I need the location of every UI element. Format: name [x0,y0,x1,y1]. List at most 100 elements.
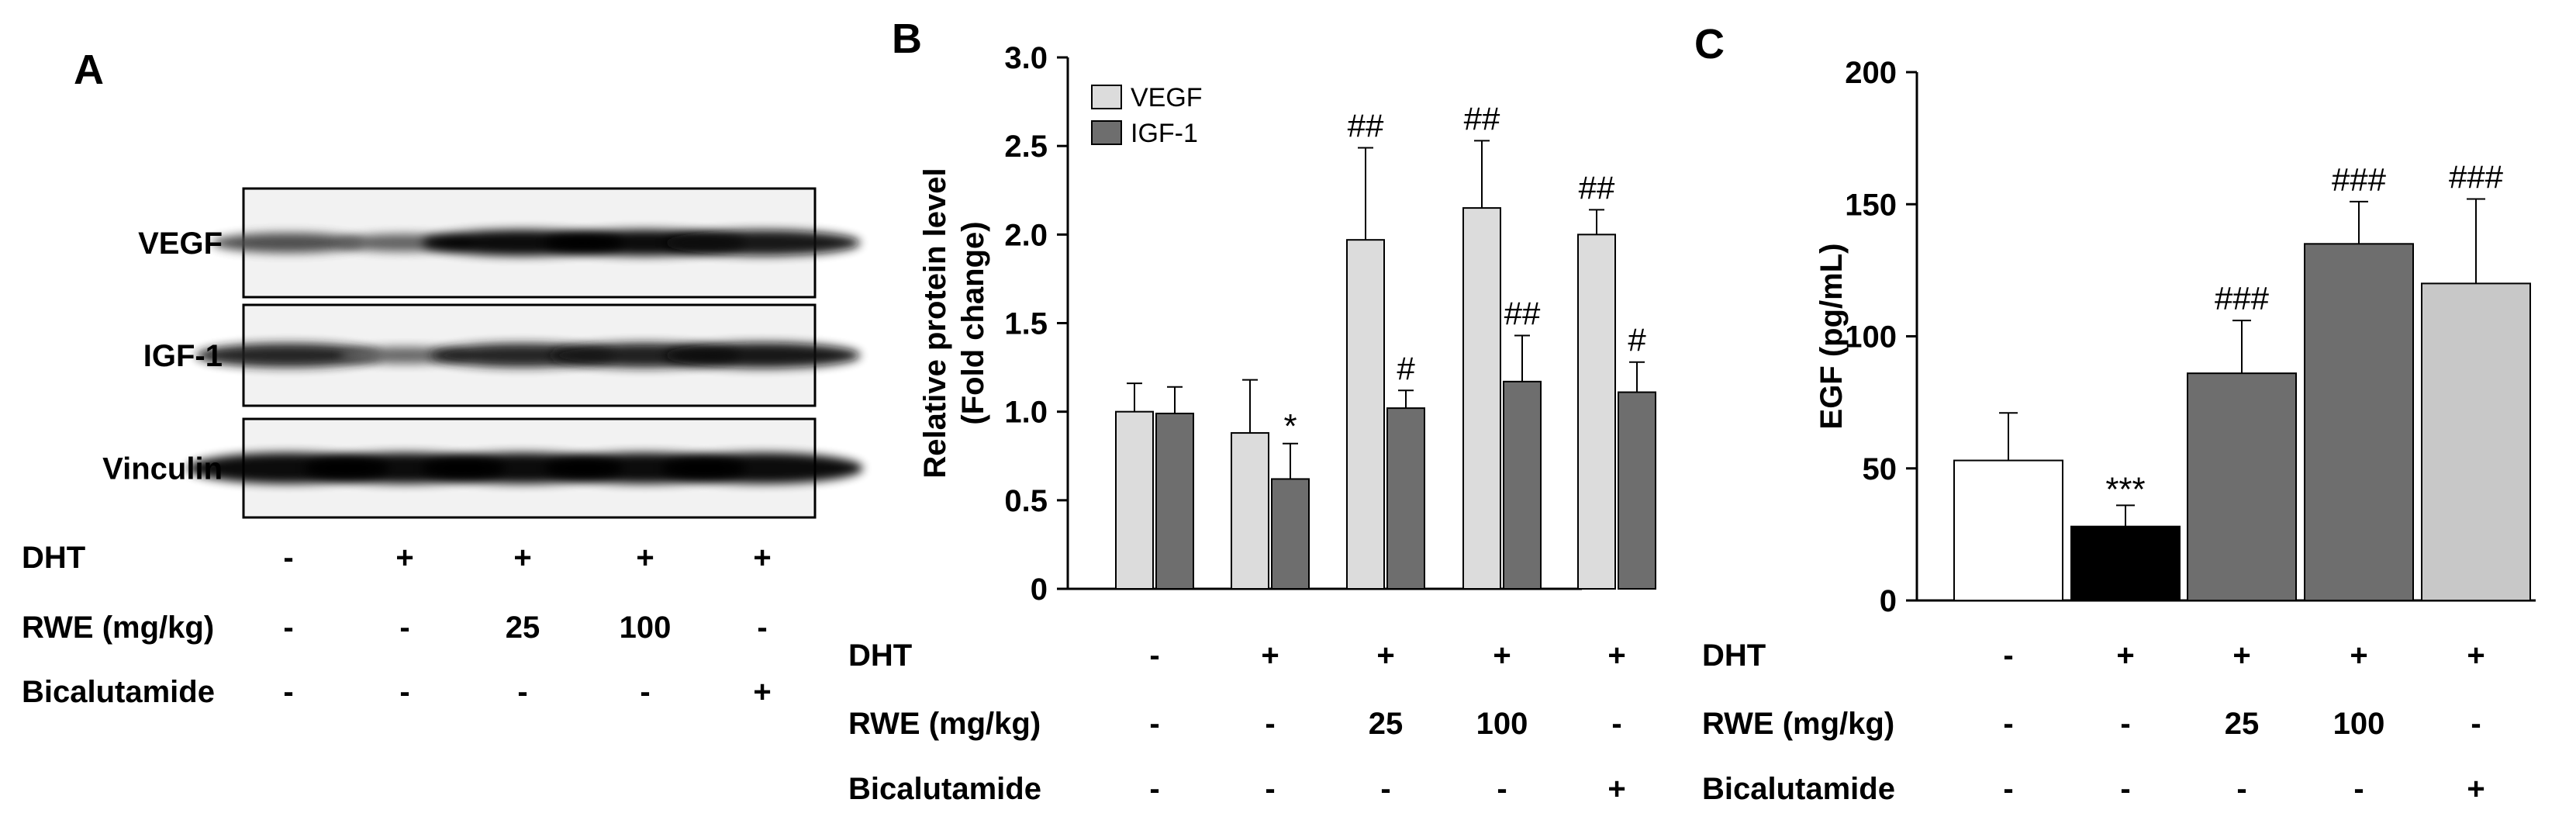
panel-c-ytick-label: 200 [1845,56,1897,90]
panel-b-cond-bicalutamide-value: + [1607,772,1625,806]
panel-a-cond-rwe-mg-kg-label: RWE (mg/kg) [22,611,214,645]
panel-a-cond-dht-value: + [395,541,413,575]
panel-b-cond-dht-label: DHT [848,638,912,673]
panel-b-bar-vegf [1462,207,1501,590]
panel-c-cond-rwe-mg-kg-value: - [2003,707,2013,741]
panel-b-bar-igf-1 [1271,478,1310,590]
panel-b-ytick-label: 1.0 [1004,396,1048,430]
panel-b-bar-vegf [1346,239,1385,590]
panel-c-bar [2187,372,2297,601]
panel-c-cond-bicalutamide-value: - [2236,772,2246,806]
blot-band [664,230,861,256]
panel-b-bar-vegf [1231,432,1269,590]
panel-b-chart: B 0 0.5 1.0 1.5 2.0 2.5 3.0 Relative protein le… [848,16,1656,806]
panel-c-ytick-label: 150 [1845,188,1897,222]
panel-b-legend-swatch-vegf [1091,85,1122,109]
panel-c-cond-dht-value: + [2232,638,2250,673]
blot-row-vegf [212,187,861,299]
panel-b-legend-label: IGF-1 [1131,119,1198,148]
panel-c-significance-mark: ### [2449,158,2504,195]
blot-row-label: IGF-1 [143,339,223,373]
panel-b-legend-label: VEGF [1131,83,1203,112]
panel-c-ytick-label: 0 [1880,584,1897,618]
panel-b-cond-rwe-mg-kg-label: RWE (mg/kg) [848,707,1041,741]
panel-a-cond-rwe-mg-kg-value: - [283,611,293,645]
panel-b-cond-dht-value: + [1493,638,1511,673]
panel-b-significance-mark: ## [1348,107,1384,144]
panel-b-cond-rwe-mg-kg-value: - [1265,707,1275,741]
blot-band [664,342,861,369]
panel-c-significance-mark: ### [2215,280,2270,317]
panel-b-significance-mark: ## [1464,100,1500,137]
panel-c-cond-rwe-mg-kg-value: - [2120,707,2130,741]
panel-b-cond-dht-value: - [1149,638,1159,673]
panel-c-chart: C 0 50 100 150 200 EGF (pg/mL) *** ### ### ### DHT… [1694,21,2536,806]
panel-a-cond-dht-value: + [636,541,654,575]
panel-b-cond-rwe-mg-kg-value: 100 [1476,707,1528,741]
panel-c-label: C [1694,21,1725,67]
panel-c-ylabel: EGF (pg/mL) [1815,244,1849,430]
panel-c-cond-dht-value: + [2467,638,2484,673]
panel-b-cond-dht-value: + [1376,638,1394,673]
panel-c-cond-rwe-mg-kg-label: RWE (mg/kg) [1702,707,1894,741]
panel-b-significance-mark: ## [1579,169,1615,206]
blot-row-label: VEGF [138,227,223,261]
panel-a-cond-rwe-mg-kg-value: - [399,611,409,645]
panel-a-cond-bicalutamide-value: - [640,675,650,709]
panel-b-bar-vegf [1115,410,1154,590]
western-blot: VEGF IGF-1 Vinculin [102,187,863,519]
panel-a-cond-bicalutamide-value: - [399,675,409,709]
panel-b-ytick-label: 2.0 [1004,218,1048,252]
panel-b-significance-mark: # [1397,350,1415,386]
panel-b-cond-bicalutamide-label: Bicalutamide [848,772,1041,806]
panel-b-bar-igf-1 [1386,407,1425,590]
blot-row-igf-1 [195,303,861,407]
panel-b-significance-mark: ## [1504,295,1541,331]
panel-b-bar-vegf [1577,234,1616,590]
panel-b-cond-bicalutamide-value: - [1149,772,1159,806]
panel-b-cond-rwe-mg-kg-value: - [1611,707,1621,741]
panel-c-ytick-label: 100 [1845,320,1897,355]
panel-c-cond-dht-value: + [2350,638,2367,673]
panel-b-ytick-label: 0 [1031,573,1048,607]
panel-c-bar [2070,525,2181,601]
panel-c-cond-dht-value: - [2003,638,2013,673]
panel-a-cond-dht-value: + [753,541,771,575]
panel-a-cond-bicalutamide-label: Bicalutamide [22,675,215,709]
panel-b-bar-igf-1 [1155,412,1194,590]
panel-c-significance-mark: *** [2105,470,2145,508]
panel-a-cond-dht-value: - [283,541,293,575]
panel-c-significance-mark: ### [2332,161,2387,198]
panel-b-bar-igf-1 [1618,391,1656,590]
panel-c-cond-bicalutamide-value: - [2353,772,2364,806]
panel-c-cond-bicalutamide-value: - [2120,772,2130,806]
panel-c-bar [1953,459,2063,601]
panel-b-ytick-label: 0.5 [1004,484,1048,518]
panel-c-bar [2421,282,2531,601]
panel-b-ytick-label: 2.5 [1004,130,1048,164]
panel-b-label: B [892,16,922,62]
panel-a-cond-rwe-mg-kg-value: 100 [620,611,672,645]
panel-b-cond-dht-value: + [1261,638,1279,673]
panel-a-cond-bicalutamide-value: - [517,675,527,709]
panel-b-ytick-label: 1.5 [1004,307,1048,341]
blot-band [212,233,365,253]
panel-b-cond-dht-value: + [1607,638,1625,673]
panel-c-cond-bicalutamide-label: Bicalutamide [1702,772,1895,806]
panel-c-cond-dht-value: + [2116,638,2134,673]
panel-a-conditions: DHT - + + + + RWE (mg/kg) - - 25 100 - Bicalutamide -… [22,541,772,709]
panel-c-cond-bicalutamide-value: - [2003,772,2013,806]
panel-b-legend-swatch-igf-1 [1091,120,1122,145]
panel-b-ylabel-line2: (Fold change) [956,221,990,424]
panel-a: A VEGF IGF-1 Vinculin DHT - + + + + RWE (mg/kg) -… [22,47,863,709]
panel-b-cond-rwe-mg-kg-value: - [1149,707,1159,741]
panel-c-ytick-label: 50 [1863,452,1897,486]
panel-c-cond-dht-label: DHT [1702,638,1766,673]
panel-a-cond-bicalutamide-value: + [753,675,771,709]
blot-row-label: Vinculin [102,452,223,486]
panel-b-cond-bicalutamide-value: - [1497,772,1507,806]
panel-b-bar-igf-1 [1503,380,1542,590]
panel-a-cond-rwe-mg-kg-value: - [757,611,767,645]
panel-b-cond-bicalutamide-value: - [1265,772,1275,806]
